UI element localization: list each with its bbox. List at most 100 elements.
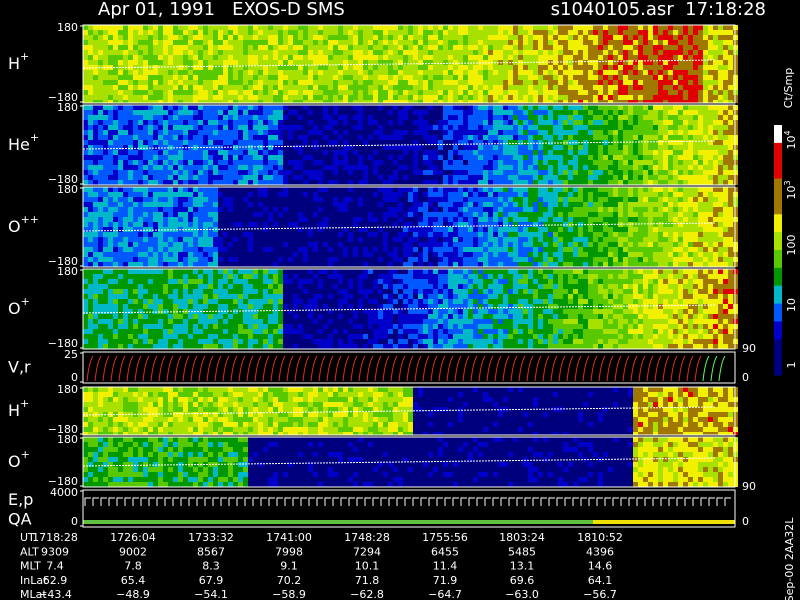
spectrum-cell	[698, 85, 703, 90]
spectrum-cell	[103, 115, 108, 120]
spectrum-cell	[513, 140, 518, 145]
spectrum-cell	[648, 75, 653, 80]
spectrum-cell	[253, 242, 258, 247]
spectrum-cell	[658, 45, 663, 50]
spectrum-cell	[133, 247, 138, 252]
spectrum-cell	[278, 65, 283, 70]
spectrum-cell	[348, 175, 353, 180]
spectrum-cell	[128, 100, 133, 103]
spectrum-cell	[223, 110, 228, 115]
spectrum-cell	[688, 55, 693, 60]
spectrum-cell	[288, 165, 293, 170]
spectrum-cell	[463, 90, 468, 95]
spectrum-cell	[503, 75, 508, 80]
spectrum-cell	[103, 25, 108, 30]
spectrum-cell	[253, 227, 258, 232]
spectrum-cell	[93, 242, 98, 247]
spectrum-cell	[308, 165, 313, 170]
spectrum-cell	[148, 75, 153, 80]
spectrum-cell	[373, 35, 378, 40]
spectrum-cell	[323, 237, 328, 242]
spectrum-cell	[238, 35, 243, 40]
spectrum-cell	[688, 25, 693, 30]
spectrum-cell	[193, 90, 198, 95]
spectrum-cell	[288, 95, 293, 100]
spectrum-cell	[368, 160, 373, 165]
spectrum-cell	[388, 140, 393, 145]
spectrum-cell	[508, 45, 513, 50]
spectrum-cell	[393, 55, 398, 60]
spectrum-cell	[148, 35, 153, 40]
spectrum-cell	[223, 85, 228, 90]
spectrum-cell	[158, 145, 163, 150]
spectrum-cell	[143, 110, 148, 115]
spectrum-cell	[468, 70, 473, 75]
spectrum-cell	[238, 217, 243, 222]
spectrum-cell	[478, 85, 483, 90]
spectrum-cell	[108, 100, 113, 103]
spectrum-cell	[583, 100, 588, 103]
spectrum-cell	[318, 252, 323, 257]
spectrum-cell	[333, 50, 338, 55]
spectrum-cell	[558, 55, 563, 60]
spectrum-cell	[113, 175, 118, 180]
spectrum-cell	[578, 80, 583, 85]
spectrum-cell	[203, 25, 208, 30]
spectrum-cell	[573, 25, 578, 30]
spectrum-cell	[148, 222, 153, 227]
spectrum-cell	[363, 85, 368, 90]
spectrum-cell	[193, 217, 198, 222]
spectrum-cell	[243, 140, 248, 145]
spectrum-cell	[558, 175, 563, 180]
spectrum-cell	[653, 75, 658, 80]
spectrum-cell	[468, 25, 473, 30]
spectrum-cell	[448, 60, 453, 65]
spectrum-cell	[558, 165, 563, 170]
spectrum-cell	[93, 150, 98, 155]
spectrum-cell	[673, 145, 678, 150]
spectrum-cell	[343, 140, 348, 145]
spectrum-cell	[593, 80, 598, 85]
spectrum-cell	[483, 45, 488, 50]
spectrum-cell	[483, 125, 488, 130]
spectrum-cell	[123, 50, 128, 55]
spectrum-cell	[243, 30, 248, 35]
spectrum-cell	[158, 45, 163, 50]
spectrum-cell	[333, 35, 338, 40]
spectrum-cell	[258, 110, 263, 115]
spectrum-cell	[383, 55, 388, 60]
spectrum-cell	[508, 140, 513, 145]
spectrum-cell	[158, 232, 163, 237]
spectrum-cell	[153, 150, 158, 155]
spectrum-cell	[668, 130, 673, 135]
spectrum-cell	[203, 135, 208, 140]
spectrum-cell	[683, 110, 688, 115]
spectrum-cell	[443, 65, 448, 70]
spectrum-cell	[353, 35, 358, 40]
spectrum-cell	[303, 55, 308, 60]
spectrum-cell	[273, 252, 278, 257]
spectrum-cell	[308, 105, 313, 110]
spectrum-cell	[293, 85, 298, 90]
spectrum-cell	[583, 70, 588, 75]
spectrum-cell	[283, 120, 288, 125]
spectrum-cell	[298, 75, 303, 80]
spectrum-cell	[353, 65, 358, 70]
spectrum-cell	[668, 140, 673, 145]
spectrum-cell	[148, 192, 153, 197]
spectrum-cell	[323, 75, 328, 80]
spectrum-cell	[708, 175, 713, 180]
spectrum-cell	[583, 45, 588, 50]
spectrum-cell	[448, 160, 453, 165]
spectrum-cell	[573, 60, 578, 65]
spectrum-cell	[523, 30, 528, 35]
spectrum-cell	[478, 140, 483, 145]
spectrum-cell	[273, 217, 278, 222]
spectrum-cell	[528, 105, 533, 110]
spectrum-cell	[358, 75, 363, 80]
spectrum-cell	[138, 252, 143, 257]
spectrum-cell	[368, 40, 373, 45]
spectrum-cell	[673, 75, 678, 80]
spectrum-cell	[303, 170, 308, 175]
spectrum-cell	[88, 150, 93, 155]
